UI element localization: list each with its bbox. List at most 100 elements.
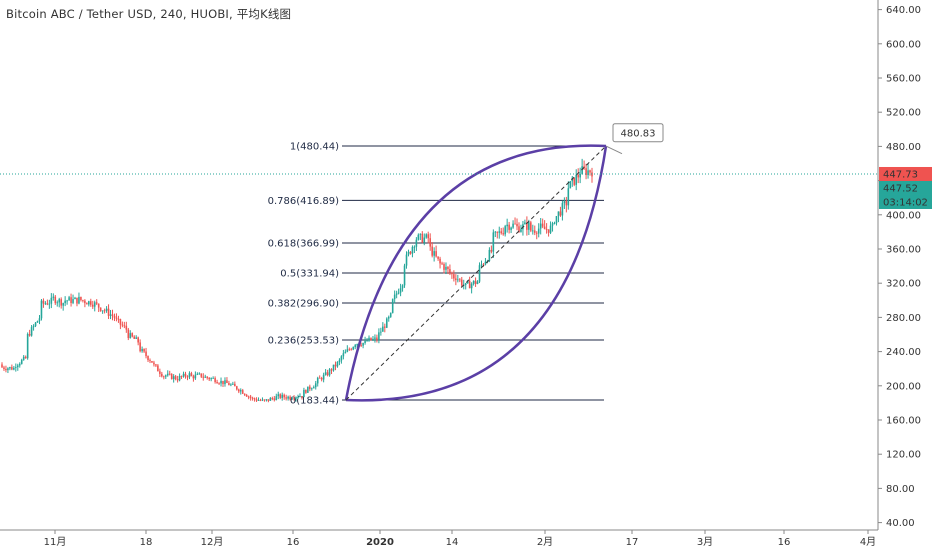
candle-body (208, 377, 210, 380)
candle-body (123, 325, 126, 327)
candle-body (449, 269, 451, 273)
candle-body (64, 300, 66, 304)
time-tick-label: 17 (626, 537, 639, 548)
last-price-badge-text: 447.73 (883, 169, 918, 180)
candle-body (133, 336, 136, 339)
fib-retracement[interactable]: 1(480.44) 0.786(416.89) 0.618(366.99) 0.5(3… (268, 142, 604, 407)
candle-body (257, 400, 260, 401)
candle-body (476, 281, 479, 284)
upper-arc[interactable] (344, 144, 607, 401)
candle-body (176, 379, 179, 381)
candle-body (569, 181, 572, 189)
candle-body (196, 373, 199, 375)
trend-diagonal[interactable] (345, 145, 607, 401)
candle-body (504, 226, 506, 235)
candle-body (263, 399, 266, 401)
price-tick-label: 640.00 (886, 5, 921, 16)
candle-body (316, 377, 319, 384)
candle-body (285, 397, 287, 399)
candle-body (267, 399, 270, 401)
candle-body (36, 321, 39, 323)
candle-body (543, 226, 546, 230)
candle-body (431, 246, 433, 256)
candle-body (243, 393, 246, 395)
candle-body (76, 297, 78, 304)
annotations[interactable]: 480.83 (0, 123, 878, 402)
candle-body (587, 170, 589, 176)
candle-body (168, 373, 171, 375)
fib-level-label: 0.382(296.90) (268, 298, 340, 309)
candle-body (425, 234, 428, 238)
candle-body (40, 300, 43, 319)
candle-body (474, 280, 477, 284)
candle-body (178, 375, 181, 381)
candle-body (407, 251, 410, 255)
candle-body (326, 372, 329, 376)
candle-body (581, 166, 583, 174)
candle-body (387, 316, 390, 319)
candle-body (220, 380, 222, 384)
candle-body (464, 283, 467, 285)
candle-body (13, 367, 15, 370)
candle-body (141, 349, 143, 352)
candle-body (366, 340, 368, 342)
candle-body (472, 280, 475, 284)
candle-body (18, 363, 21, 366)
time-tick-label: 18 (140, 537, 153, 548)
candle-body (273, 398, 276, 401)
candle-body (443, 264, 445, 270)
candle-body (354, 345, 357, 348)
candle-body (417, 234, 420, 240)
candle-body (368, 337, 370, 341)
candle-body (372, 338, 374, 341)
candle-body (5, 369, 7, 371)
candle-body (348, 349, 351, 351)
time-tick-label: 16 (287, 537, 300, 548)
candle-body (421, 233, 424, 243)
candle-body (7, 368, 9, 371)
time-tick-label: 2020 (366, 537, 394, 548)
candle-body (249, 396, 252, 398)
candle-body (188, 373, 191, 378)
candle-body (9, 367, 11, 369)
lower-arc[interactable] (345, 145, 608, 402)
candle-body (30, 327, 33, 336)
candle-body (303, 389, 305, 398)
candle-body (346, 349, 349, 352)
candle-body (573, 177, 576, 185)
candle-body (239, 390, 242, 392)
candle-body (42, 300, 45, 304)
candle-body (174, 376, 177, 380)
candle-body (535, 232, 538, 234)
candle-body (411, 247, 414, 254)
candle-body (56, 302, 59, 304)
candle-body (283, 394, 285, 398)
candle-body (427, 234, 430, 239)
candle-body (265, 399, 268, 401)
candle-body (279, 394, 282, 398)
candle-body (153, 362, 155, 365)
callout-box[interactable] (612, 123, 664, 143)
candle-body (241, 390, 244, 394)
candle-body (107, 308, 110, 316)
candle-body (230, 384, 232, 386)
candle-body (565, 201, 568, 206)
candle-body (433, 251, 435, 256)
candle-body (202, 376, 205, 378)
candle-body (97, 303, 100, 308)
candle-body (1, 364, 3, 368)
candle-body (445, 266, 447, 270)
price-tick-label: 600.00 (886, 39, 921, 50)
candle-body (498, 231, 501, 233)
candle-body (184, 373, 187, 377)
candle-body (170, 373, 173, 380)
candle-body (320, 378, 323, 380)
candle-body (559, 211, 562, 216)
candle-body (259, 400, 262, 401)
candle-body (533, 230, 536, 233)
candle-body (212, 378, 214, 379)
fib-level-label: 0.236(253.53) (268, 336, 340, 347)
candle-body (307, 386, 309, 393)
bid-price-badge (879, 180, 932, 195)
